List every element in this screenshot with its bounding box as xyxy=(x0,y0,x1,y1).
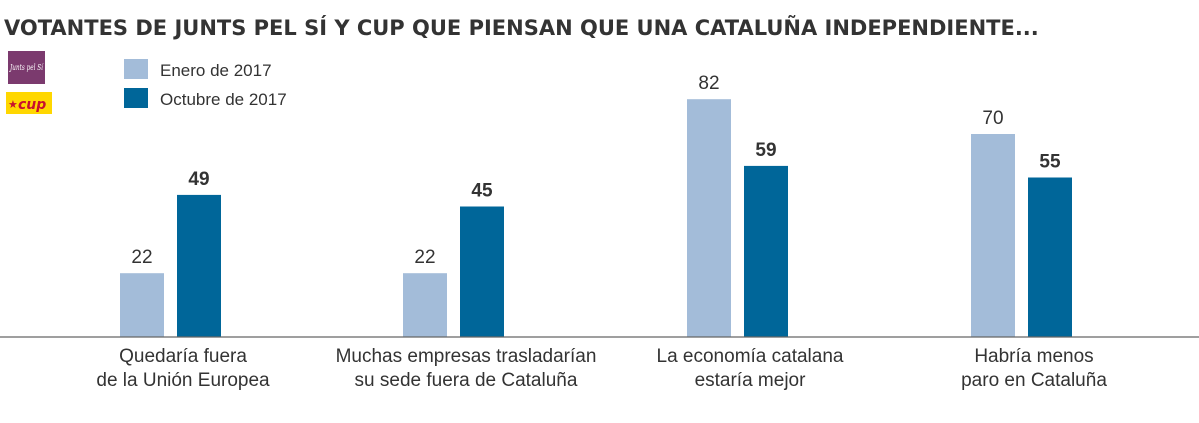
legend-swatch-octubre xyxy=(124,88,148,108)
bar-enero-0 xyxy=(120,273,164,337)
category-label-1: Muchas empresas trasladarían su sede fuer… xyxy=(336,346,597,391)
category-label-3: Habría menos paro en Cataluña xyxy=(961,346,1107,391)
cup-logo-text: cup xyxy=(18,97,46,113)
category-label-0: Quedaría fuera de la Unión Europea xyxy=(96,346,270,391)
value-label-octubre-2: 59 xyxy=(755,140,776,161)
cup-logo: ★ cup xyxy=(6,92,52,114)
cup-star-icon: ★ xyxy=(8,99,18,111)
value-label-octubre-3: 55 xyxy=(1039,152,1061,173)
bar-octubre-2 xyxy=(744,165,788,337)
bars xyxy=(120,99,1072,337)
chart-title: VOTANTES DE JUNTS PEL SÍ Y CUP QUE PIENS… xyxy=(4,15,1039,40)
category-label-2: La economía catalana estaría mejor xyxy=(657,346,844,391)
legend-label-enero: Enero de 2017 xyxy=(160,61,272,80)
category-labels: Quedaría fuera de la Unión Europea Muchas … xyxy=(96,346,1107,391)
value-labels: 22 22 82 70 49 45 59 55 xyxy=(131,73,1061,268)
value-label-enero-1: 22 xyxy=(414,247,435,268)
junts-logo-text: Junts pel Sí xyxy=(9,63,44,72)
bar-enero-3 xyxy=(971,134,1015,337)
value-label-octubre-0: 49 xyxy=(188,169,209,190)
value-label-octubre-1: 45 xyxy=(471,181,493,202)
bar-octubre-1 xyxy=(460,206,504,337)
legend-label-octubre: Octubre de 2017 xyxy=(160,90,287,109)
bar-octubre-3 xyxy=(1028,177,1072,337)
value-label-enero-0: 22 xyxy=(131,247,152,268)
bar-octubre-0 xyxy=(177,194,221,337)
value-label-enero-3: 70 xyxy=(982,108,1003,129)
junts-logo: Junts pel Sí xyxy=(8,51,45,84)
value-label-enero-2: 82 xyxy=(698,73,719,94)
bar-enero-1 xyxy=(403,273,447,337)
legend: Enero de 2017 Octubre de 2017 xyxy=(124,59,287,109)
cup-logo-box xyxy=(6,92,52,114)
bar-enero-2 xyxy=(687,99,731,337)
junts-logo-box xyxy=(8,51,45,84)
legend-swatch-enero xyxy=(124,59,148,79)
